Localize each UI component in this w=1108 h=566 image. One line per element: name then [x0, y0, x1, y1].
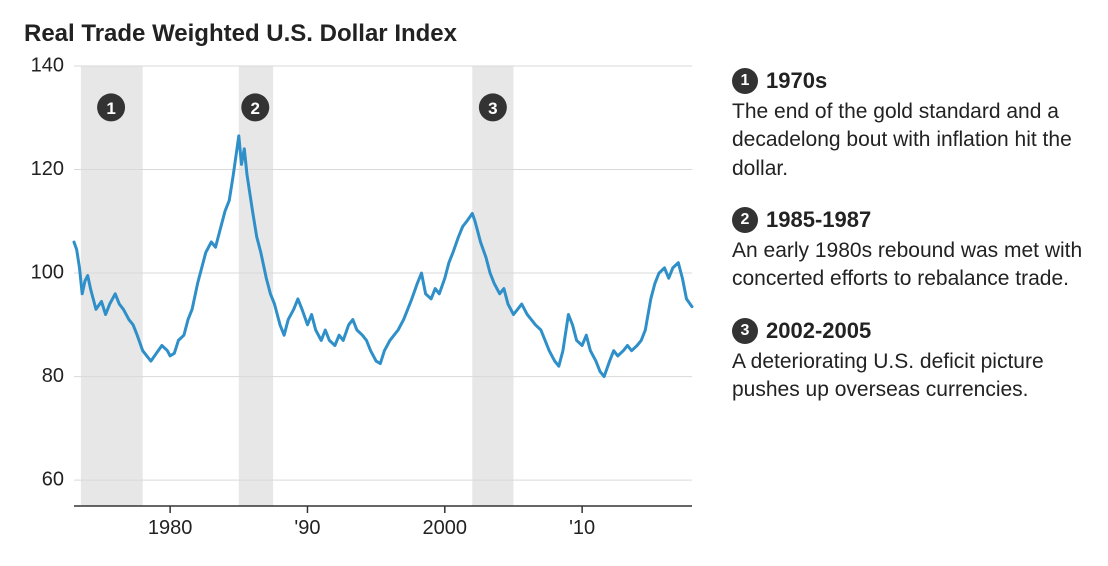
y-tick-label: 120	[31, 158, 64, 180]
x-tick-label: 1980	[148, 517, 193, 539]
chart-title: Real Trade Weighted U.S. Dollar Index	[24, 20, 704, 48]
x-tick-label: '10	[569, 517, 595, 539]
chart-plot-area: 60 80 100 120 140 1980 '90 2000 '10 1 2 3	[24, 56, 704, 551]
annotation-body-2: An early 1980s rebound was met with conc…	[732, 237, 1084, 294]
chart-badge-label-3: 3	[488, 99, 497, 118]
annotation-badge-2: 2	[732, 207, 758, 233]
annotation-title-1: 1970s	[766, 68, 827, 94]
y-tick-label: 140	[31, 56, 64, 76]
annotation-title-2: 1985-1987	[766, 207, 871, 233]
data-line	[74, 136, 692, 377]
chart-badge-label-1: 1	[106, 99, 115, 118]
x-tick-label: 2000	[423, 517, 468, 539]
annotation-badge-1: 1	[732, 68, 758, 94]
chart-badge-label-2: 2	[251, 99, 260, 118]
highlight-band-3	[472, 66, 513, 506]
annotation-2: 2 1985-1987 An early 1980s rebound was met…	[732, 207, 1084, 294]
annotation-1: 1 1970s The end of the gold standard and a…	[732, 68, 1084, 183]
annotation-badge-3: 3	[732, 318, 758, 344]
y-tick-label: 60	[42, 468, 64, 490]
annotation-body-1: The end of the gold standard and a decad…	[732, 98, 1084, 183]
annotation-column: 1 1970s The end of the gold standard and a…	[704, 20, 1084, 546]
x-tick-label: '90	[294, 517, 320, 539]
annotation-body-3: A deteriorating U.S. deficit picture pus…	[732, 348, 1084, 405]
y-tick-label: 100	[31, 261, 64, 283]
annotation-3: 3 2002-2005 A deteriorating U.S. deficit p…	[732, 318, 1084, 405]
annotation-title-3: 2002-2005	[766, 318, 871, 344]
y-tick-label: 80	[42, 365, 64, 387]
